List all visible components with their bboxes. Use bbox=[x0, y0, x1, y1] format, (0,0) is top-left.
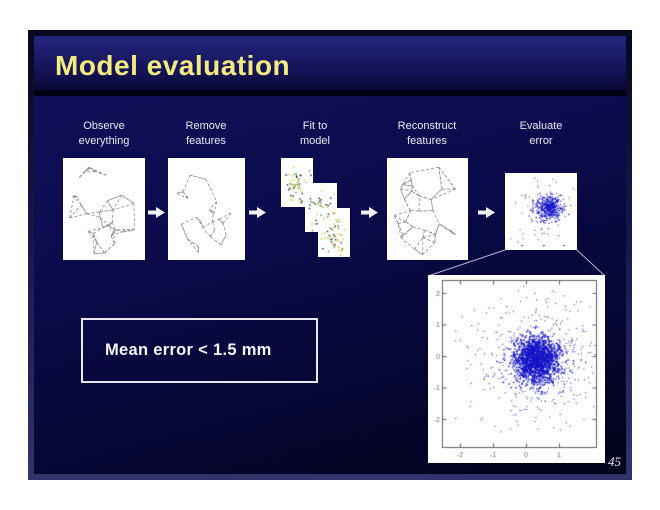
arrow-right-icon bbox=[478, 207, 495, 218]
reconstruct-mesh-image bbox=[387, 158, 468, 260]
slide: Model evaluation Observe everything Remo… bbox=[34, 36, 626, 474]
mean-error-text: Mean error < 1.5 mm bbox=[105, 341, 272, 359]
error-scatter-thumbnail bbox=[505, 173, 577, 250]
title-band bbox=[34, 36, 626, 90]
page-number: 45 bbox=[608, 454, 621, 469]
face-mesh-icon bbox=[69, 166, 136, 254]
title-band-divider bbox=[34, 90, 626, 96]
observe-mesh-image bbox=[63, 158, 145, 260]
slide-frame: Model evaluation Observe everything Remo… bbox=[28, 30, 632, 480]
error-scatter-plot bbox=[428, 275, 605, 463]
mean-error-callout-box: Mean error < 1.5 mm bbox=[81, 318, 318, 383]
page-title: Model evaluation bbox=[55, 50, 291, 81]
remove-mesh-image bbox=[168, 158, 245, 260]
step-label-evaluate: Evaluate error bbox=[519, 120, 563, 147]
step-label-observe: Observe everything bbox=[78, 120, 130, 147]
step-label-fit: Fit to model bbox=[300, 120, 330, 147]
face-mesh-icon bbox=[176, 174, 232, 253]
step-label-reconstruct: Reconstruct features bbox=[397, 120, 457, 147]
face-mesh-icon bbox=[393, 166, 456, 256]
arrow-right-icon bbox=[249, 207, 266, 218]
arrow-right-icon bbox=[361, 207, 378, 218]
step-label-remove: Remove features bbox=[185, 120, 227, 147]
model-card-3 bbox=[318, 208, 350, 257]
arrow-right-icon bbox=[148, 207, 165, 218]
